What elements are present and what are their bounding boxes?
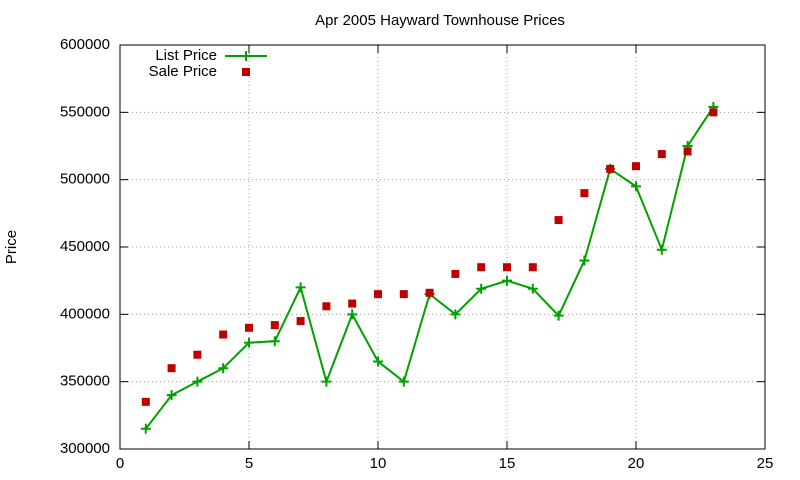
point	[244, 337, 254, 348]
chart-title: Apr 2005 Hayward Townhouse Prices	[315, 12, 565, 29]
x-tick-label: 10	[370, 455, 387, 472]
point	[218, 363, 229, 374]
point	[398, 376, 409, 387]
point	[373, 356, 383, 367]
point	[503, 263, 511, 272]
point	[606, 164, 615, 173]
point	[631, 181, 641, 192]
point	[193, 350, 202, 359]
point	[167, 364, 176, 373]
point	[528, 263, 537, 272]
point	[502, 275, 512, 286]
y-tick-label: 500000	[60, 171, 110, 188]
point	[269, 336, 280, 347]
point	[348, 299, 357, 308]
point	[166, 390, 177, 401]
point	[477, 263, 486, 272]
point	[295, 282, 306, 293]
y-tick-label: 400000	[60, 305, 110, 322]
point	[450, 309, 461, 320]
point	[579, 255, 590, 266]
x-tick-label: 5	[245, 455, 253, 472]
point	[245, 323, 253, 332]
point	[683, 147, 692, 156]
legend-label: Sale Price	[149, 63, 217, 80]
legend-marker	[242, 68, 250, 76]
point	[374, 290, 382, 299]
x-tick-label: 0	[116, 455, 124, 472]
point	[554, 216, 563, 225]
point	[296, 317, 305, 326]
point	[476, 283, 487, 294]
y-tick-label: 450000	[60, 238, 110, 255]
point	[347, 309, 358, 320]
point	[553, 310, 564, 321]
y-tick-label: 550000	[60, 103, 110, 120]
point	[657, 150, 666, 159]
plot-frame	[119, 44, 766, 450]
point	[451, 269, 460, 278]
point	[425, 288, 434, 297]
x-tick-label: 25	[757, 455, 774, 472]
point	[192, 376, 203, 387]
point	[219, 330, 228, 339]
point	[270, 321, 279, 330]
legend-marker	[241, 51, 251, 61]
y-axis-label: Price	[3, 230, 20, 264]
point	[141, 397, 150, 406]
y-tick-label: 300000	[60, 440, 110, 457]
point	[580, 189, 589, 198]
x-tick-label: 20	[628, 455, 645, 472]
legend-label: List Price	[155, 47, 217, 64]
point	[527, 283, 538, 294]
point	[632, 162, 640, 171]
point	[321, 376, 332, 387]
y-tick-label: 600000	[60, 36, 110, 53]
point	[399, 290, 408, 299]
y-tick-label: 350000	[60, 373, 110, 390]
line	[145, 106, 715, 430]
point	[322, 302, 331, 311]
point	[709, 108, 718, 117]
x-tick-label: 15	[499, 455, 516, 472]
point	[656, 244, 667, 255]
point	[140, 423, 151, 434]
